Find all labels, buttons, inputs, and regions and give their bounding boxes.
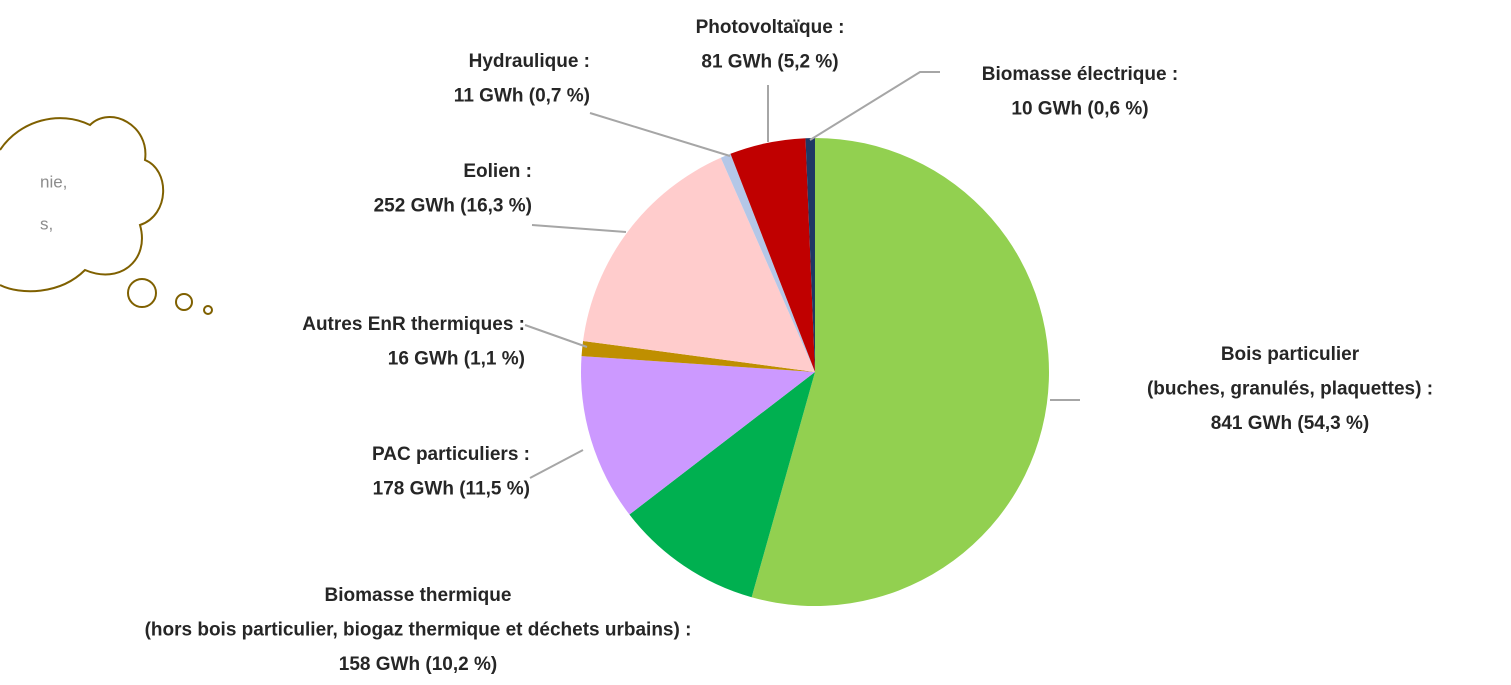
value-label: 252 GWh (16,3 %): [374, 196, 532, 217]
slice-label: Autres EnR thermiques :: [302, 314, 525, 335]
value-label: 11 GWh (0,7 %): [454, 86, 590, 107]
value-label: 81 GWh (5,2 %): [701, 52, 838, 73]
chart: nie, s, Bois particulier (buches, granulé…: [0, 0, 1511, 685]
cloud-text: s,: [40, 214, 53, 233]
slice-label: Photovoltaïque :: [696, 17, 845, 38]
thought-cloud: [0, 117, 212, 314]
slice-label: Eolien :: [463, 161, 532, 182]
cloud-shape: [0, 117, 163, 291]
value-label: 841 GWh (54,3 %): [1211, 413, 1369, 434]
slice-label: Biomasse électrique :: [982, 64, 1178, 85]
leader-line: [525, 325, 587, 347]
slice-label: PAC particuliers :: [372, 444, 530, 465]
leader-line: [590, 113, 730, 156]
leader-line: [532, 225, 626, 232]
cloud-bubble: [204, 306, 212, 314]
value-label: 16 GWh (1,1 %): [388, 349, 525, 370]
cloud-bubble: [128, 279, 156, 307]
page: nie, s, Bois particulier (buches, granulé…: [0, 0, 1511, 685]
cloud-text: nie,: [40, 172, 67, 191]
cloud-bubble: [176, 294, 192, 310]
value-label: 158 GWh (10,2 %): [339, 654, 497, 675]
slice-label: Hydraulique :: [469, 51, 590, 72]
value-label: 178 GWh (11,5 %): [373, 479, 530, 500]
leader-line: [530, 450, 583, 478]
leader-line: [810, 72, 940, 140]
slice-label: Bois particulier: [1221, 344, 1360, 365]
slice-label: Biomasse thermique: [325, 585, 512, 606]
slice-label: (buches, granulés, plaquettes) :: [1147, 379, 1433, 400]
slice-label: (hors bois particulier, biogaz thermique…: [145, 620, 692, 641]
value-label: 10 GWh (0,6 %): [1011, 99, 1148, 120]
